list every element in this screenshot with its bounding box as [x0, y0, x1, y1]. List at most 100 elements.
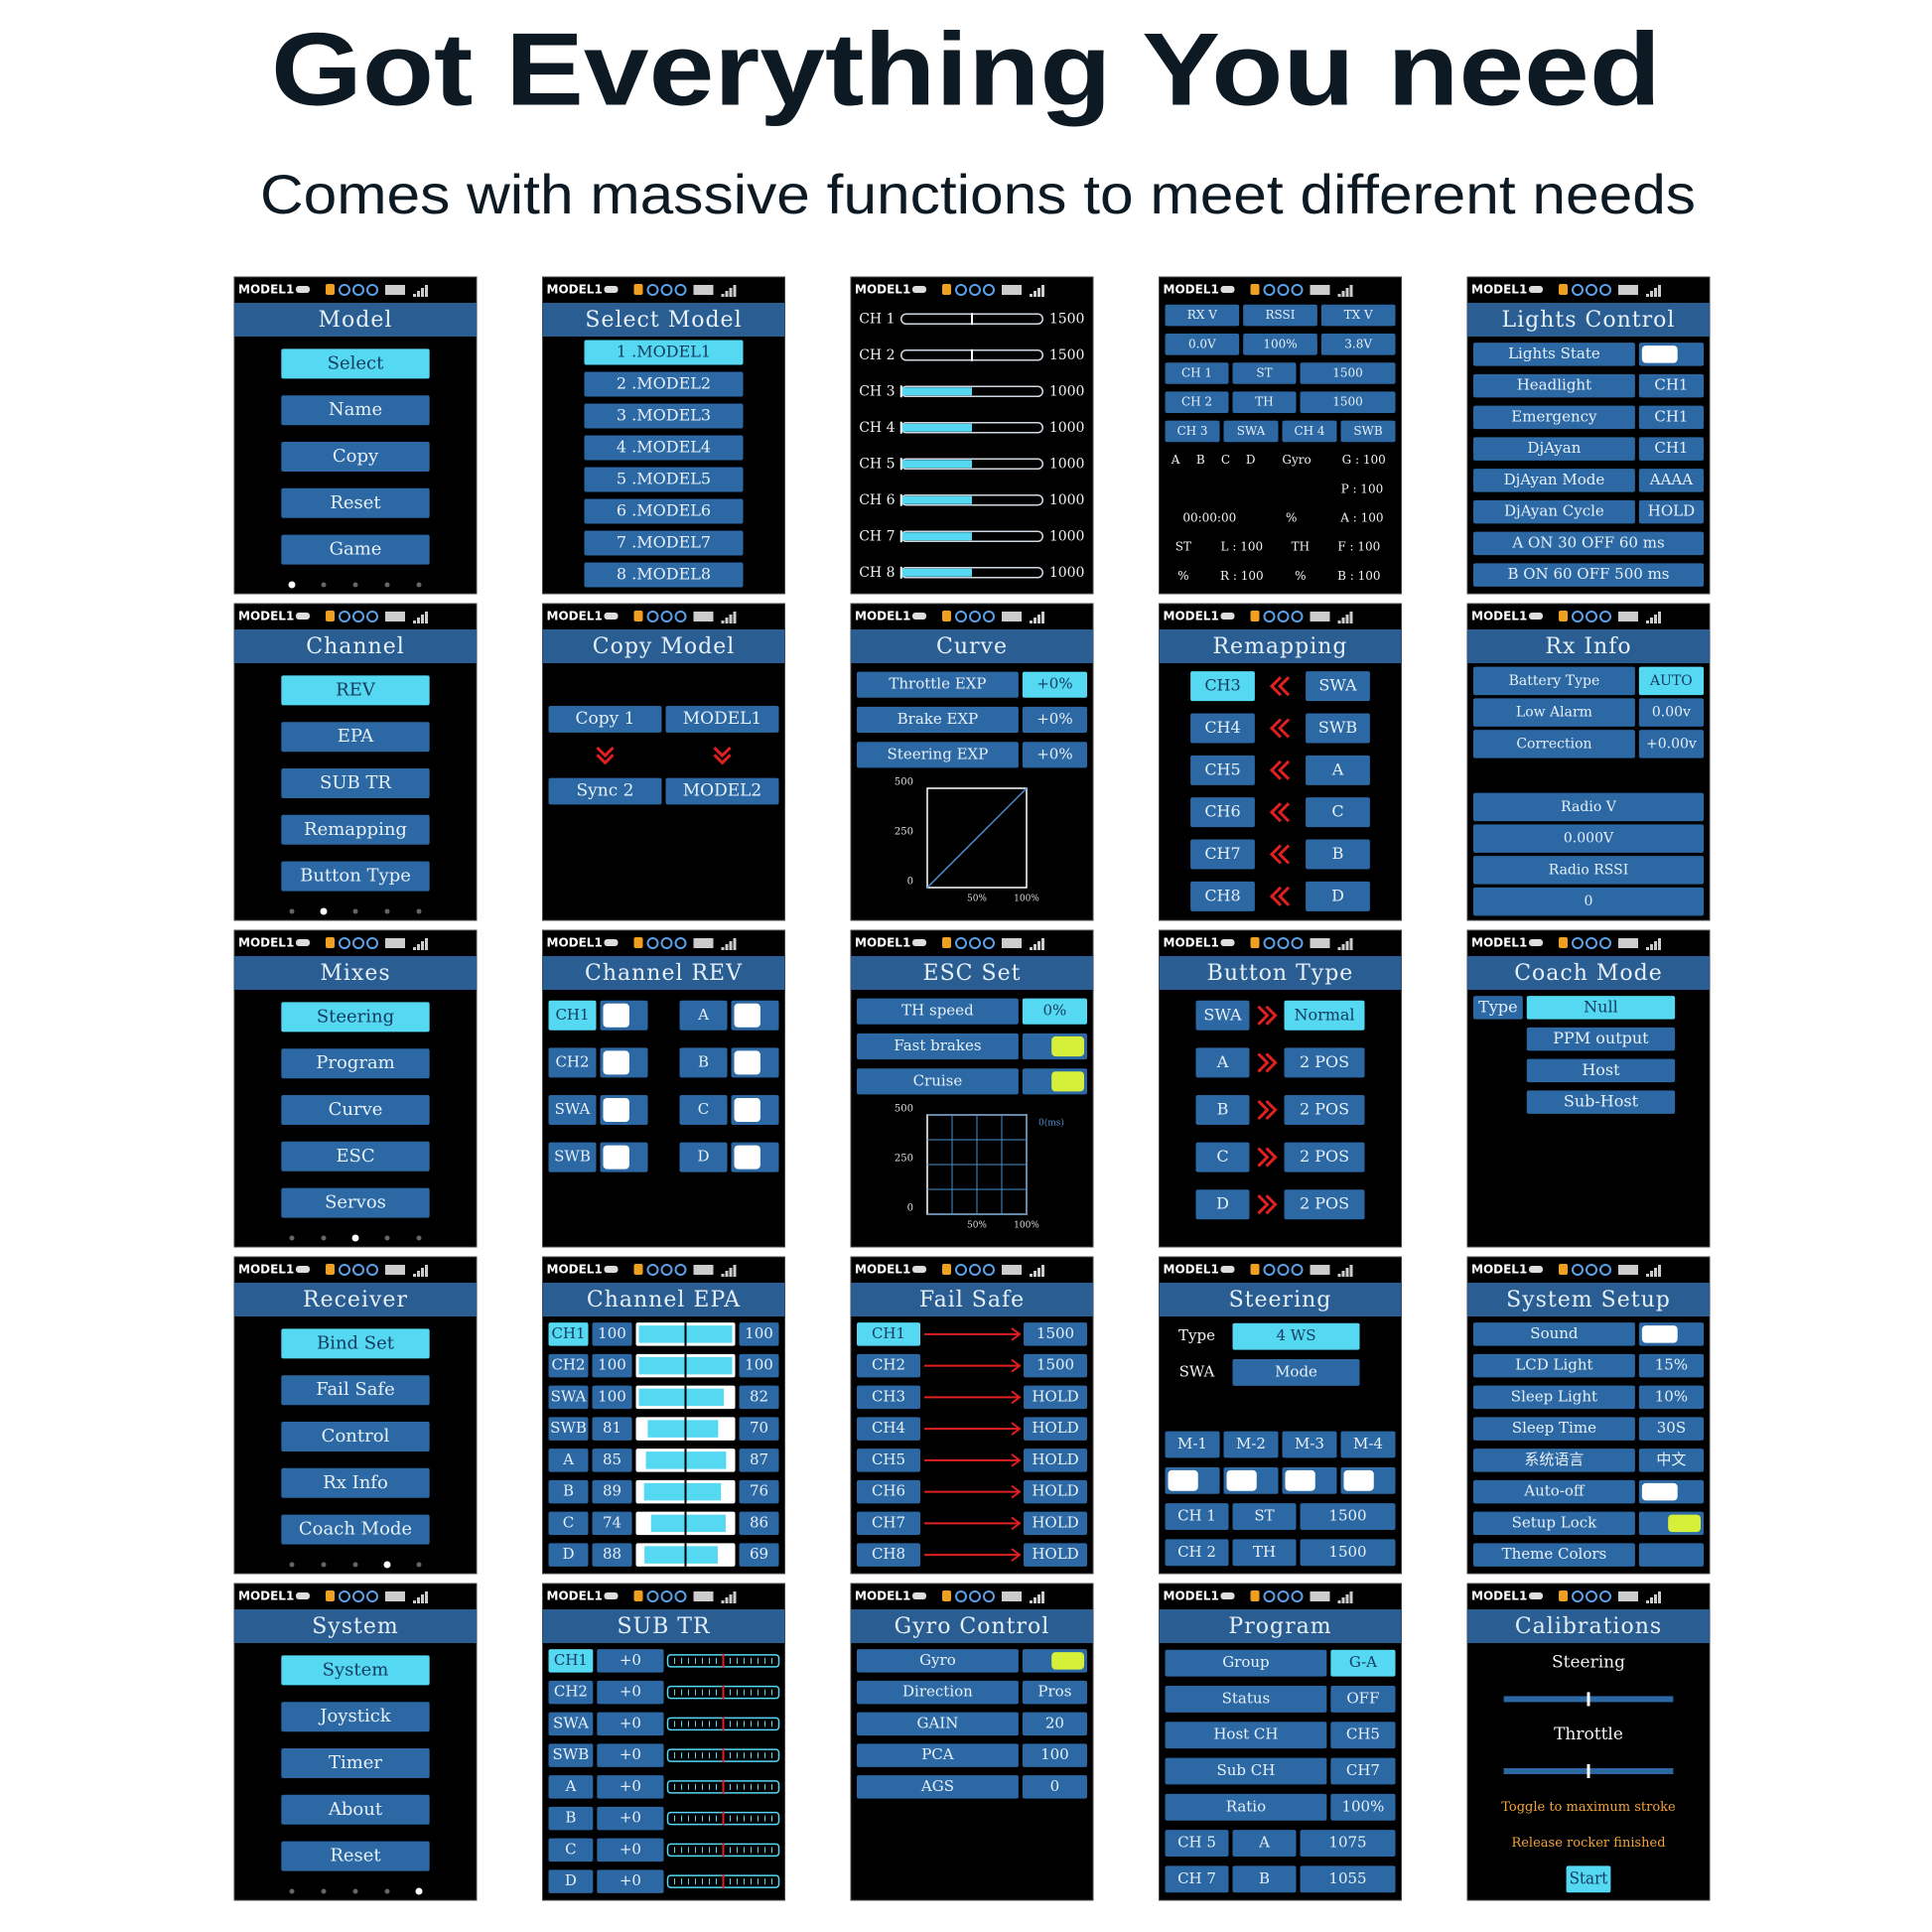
item-label: Sub-Host — [1564, 1092, 1639, 1111]
item-text: CH 4 — [859, 420, 895, 436]
item-label: 100 — [1040, 1745, 1069, 1763]
epa-bar-left — [643, 1482, 686, 1501]
status-icon — [366, 284, 378, 296]
signal-icon — [417, 618, 420, 623]
menu-item — [597, 1712, 664, 1736]
menu-item — [1165, 362, 1229, 384]
item-label: CH5 — [1346, 1725, 1380, 1743]
item-text: 1000 — [1049, 456, 1085, 472]
status-icon — [1572, 937, 1584, 949]
menu-item — [739, 1479, 779, 1504]
status-icon — [674, 1264, 687, 1276]
signal-icon — [1658, 938, 1661, 950]
battery-icon — [1618, 612, 1638, 621]
status-icon — [674, 937, 687, 949]
item-label: CH8 — [872, 1545, 905, 1563]
device-screen: MODEL1 RX V RSSI TX V 0.0V 100% 3.8V CH 1 ST 1500… — [1159, 276, 1402, 595]
menu-item — [281, 1375, 430, 1406]
status-icon — [646, 1264, 659, 1276]
menu-item — [857, 1712, 1019, 1736]
title-bar — [851, 1609, 1093, 1643]
item-label: CH5 — [1204, 759, 1240, 778]
item-label: CH3 — [1204, 676, 1240, 695]
status-icon — [969, 284, 981, 296]
chevron-icon — [1269, 718, 1283, 739]
menu-item — [1165, 1865, 1229, 1893]
page-dot — [321, 582, 327, 588]
car-icon — [604, 1266, 619, 1273]
signal-icon — [413, 294, 416, 297]
menu-item — [548, 777, 662, 805]
item-label: Throttle EXP — [889, 675, 986, 693]
screen-title: Select Model — [585, 308, 742, 333]
item-label: Status — [1222, 1689, 1271, 1707]
item-label: 系统语言 — [1524, 1450, 1584, 1468]
menu-item — [1024, 1322, 1087, 1346]
menu-item — [739, 1449, 779, 1472]
menu-item — [1473, 437, 1635, 461]
epa-bar-right — [685, 1325, 733, 1343]
menu-item — [1165, 391, 1229, 414]
menu-item — [548, 1417, 589, 1441]
screen-title: System — [312, 1614, 399, 1639]
title-bar — [1467, 956, 1710, 990]
menu-item — [1638, 730, 1704, 759]
chevron-icon — [1265, 1052, 1278, 1073]
item-label: Sync 2 — [577, 781, 634, 801]
item-label: 74 — [603, 1513, 621, 1531]
menu-item — [548, 1680, 594, 1705]
channel-bar — [900, 460, 972, 469]
item-label: CH 2 — [1177, 1543, 1216, 1561]
screen-title: Gyro Control — [895, 1614, 1050, 1639]
status-icon — [366, 1590, 378, 1602]
menu-item — [1473, 373, 1635, 398]
title-bar — [542, 956, 785, 990]
item-label: Sleep Time — [1512, 1419, 1596, 1437]
signal-icon — [725, 618, 729, 623]
signal-icon — [1037, 1268, 1040, 1277]
page-dot — [321, 1562, 327, 1568]
item-label: TX V — [1344, 308, 1373, 322]
item-label: 69 — [750, 1545, 768, 1563]
page-dot — [384, 1235, 390, 1241]
lock-icon — [942, 284, 951, 295]
item-label: CH 7 — [1177, 1869, 1216, 1887]
lock-icon — [1250, 1264, 1260, 1275]
signal-icon — [1349, 1265, 1353, 1277]
car-icon — [296, 1266, 310, 1273]
status-icon — [1599, 937, 1611, 949]
menu-item — [1284, 1095, 1365, 1125]
menu-item — [281, 814, 430, 845]
status-icon — [955, 611, 967, 622]
menu-item — [1284, 1189, 1365, 1220]
chevron-icon — [1257, 1052, 1270, 1073]
item-label: +0% — [1036, 710, 1072, 728]
menu-item — [857, 1511, 920, 1536]
highlight-item — [281, 1655, 430, 1686]
menu-item — [1195, 1000, 1250, 1031]
status-model: MODEL1 — [1471, 283, 1527, 297]
item-label: AGS — [920, 1777, 954, 1795]
highlight-item — [281, 1002, 430, 1033]
menu-item — [584, 498, 744, 524]
page-dot — [416, 1235, 422, 1241]
menu-item — [1473, 1511, 1635, 1536]
item-label: 100 — [598, 1356, 626, 1374]
menu-item — [857, 998, 1019, 1025]
chevron-icon — [1265, 1099, 1278, 1121]
lock-icon — [1250, 611, 1260, 621]
car-icon — [296, 939, 310, 946]
chevron-icon — [1277, 718, 1291, 739]
item-label: Cruise — [913, 1071, 963, 1089]
car-icon — [1220, 1592, 1235, 1599]
title-bar — [234, 1283, 477, 1316]
toggle-off — [734, 1098, 760, 1122]
menu-item — [1024, 1449, 1087, 1472]
menu-item — [1473, 1322, 1635, 1346]
curve-line — [926, 787, 1028, 889]
device-screen: MODEL1 SUB TR CH1 +0 CH2 +0 SWA +0 SWB +0 A +0 B +0 C +… — [542, 1583, 785, 1901]
item-label: CH6 — [1204, 802, 1240, 821]
item-label: +0 — [620, 1840, 641, 1858]
menu-item — [1330, 1793, 1396, 1821]
